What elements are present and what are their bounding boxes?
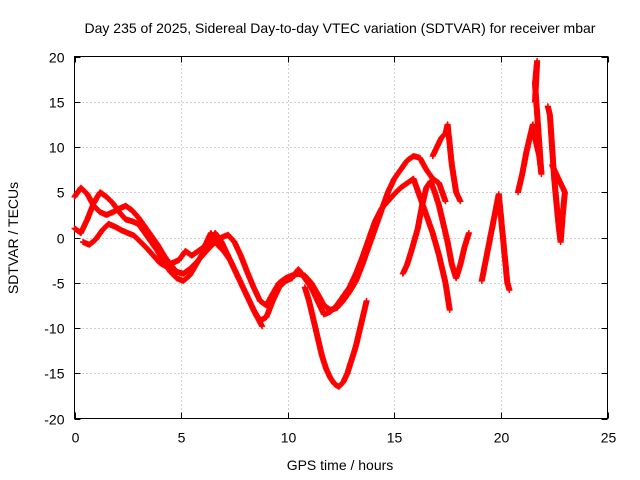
series-prn-d (301, 284, 370, 390)
y-tick-label: 15 (49, 95, 65, 111)
axis-ticks (74, 56, 609, 420)
series-prn-g (478, 191, 513, 293)
x-tick-label: 25 (601, 430, 617, 446)
series-prn-e (399, 178, 472, 282)
y-tick-label: 10 (49, 140, 65, 156)
y-tick-label: 0 (57, 231, 65, 247)
grid-lines (74, 56, 608, 419)
series-prn-f (429, 121, 464, 205)
series-prn-c (80, 220, 266, 330)
data-point-marker (259, 323, 266, 330)
x-tick-label: 10 (281, 430, 297, 446)
y-tick-label: 5 (57, 185, 65, 201)
y-tick-label: -5 (52, 276, 65, 292)
data-point-marker (442, 198, 449, 205)
data-point-marker (506, 287, 513, 293)
y-tick-label: -20 (44, 412, 64, 428)
data-point-marker (457, 198, 464, 205)
x-tick-label: 0 (72, 430, 80, 446)
plot-border (74, 56, 608, 419)
x-axis-label: GPS time / hours (287, 457, 394, 473)
x-tick-labels: 0 5 10 15 20 25 (72, 430, 617, 446)
data-point-marker (446, 306, 453, 313)
data-points (71, 58, 568, 390)
data-point-marker (465, 230, 472, 236)
y-tick-label: 20 (49, 50, 65, 66)
y-axis-label: SDTVAR / TECUs (5, 182, 21, 294)
x-tick-label: 5 (178, 430, 186, 446)
x-tick-label: 15 (387, 430, 403, 446)
series-prn-i (544, 103, 568, 245)
data-point-marker (363, 297, 370, 304)
x-tick-label: 20 (494, 430, 510, 446)
y-tick-label: -15 (44, 366, 64, 382)
chart-title: Day 235 of 2025, Sidereal Day-to-day VTE… (85, 20, 596, 36)
y-tick-labels: -20 -15 -10 -5 0 5 10 15 20 (44, 50, 64, 428)
y-tick-label: -10 (44, 321, 64, 337)
series-prn-h (515, 58, 545, 196)
